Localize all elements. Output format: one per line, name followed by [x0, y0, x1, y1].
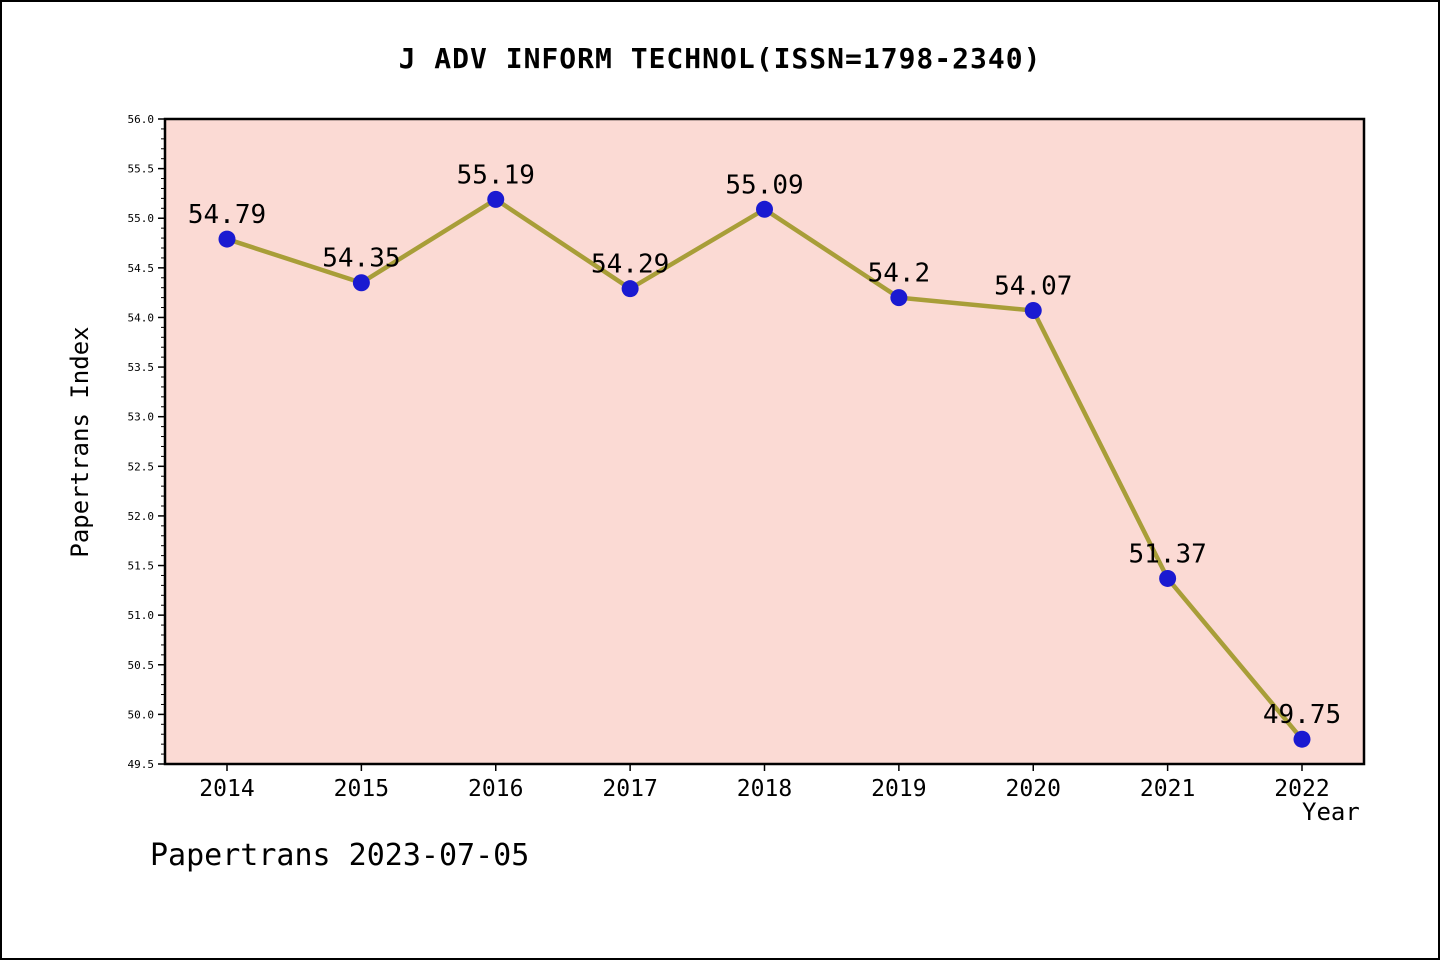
x-tick-label: 2014	[199, 776, 254, 802]
data-point-label: 54.29	[591, 250, 669, 280]
data-point-label: 49.75	[1263, 700, 1341, 730]
data-point-label: 55.19	[457, 160, 535, 190]
data-point	[352, 274, 370, 292]
data-point-label: 54.35	[322, 244, 400, 274]
y-tick-label: 55.0	[128, 212, 155, 225]
x-tick-label: 2019	[871, 776, 926, 802]
data-point	[1159, 569, 1177, 587]
data-point-label: 54.79	[188, 200, 266, 230]
axis-box	[163, 117, 1366, 766]
x-axis-label: Year	[1302, 798, 1360, 826]
data-point	[756, 200, 773, 218]
x-tick-label: 2016	[468, 776, 523, 802]
y-tick-label: 51.0	[128, 609, 155, 622]
y-tick-label: 53.5	[128, 361, 155, 374]
y-tick-label: 50.0	[128, 708, 155, 721]
y-tick-label: 54.0	[128, 311, 155, 324]
y-tick-label: 52.5	[128, 460, 155, 473]
y-tick-label: 54.5	[128, 262, 155, 275]
data-point	[218, 230, 236, 248]
data-point	[890, 289, 908, 307]
y-tick-label: 53.0	[128, 411, 155, 424]
data-point	[1293, 730, 1311, 748]
data-point-label: 51.37	[1128, 539, 1206, 569]
y-tick-label: 56.0	[128, 113, 155, 126]
data-point	[621, 280, 639, 298]
y-tick-label: 55.5	[128, 163, 155, 176]
x-tick-label: 2022	[1274, 776, 1329, 802]
data-point-label: 55.09	[725, 170, 803, 200]
footer-watermark: Papertrans 2023-07-05	[150, 838, 530, 873]
x-tick-label: 2020	[1006, 776, 1061, 802]
y-axis-label: Papertrans Index	[66, 326, 94, 558]
data-point-label: 54.07	[994, 272, 1072, 302]
x-tick-label: 2015	[334, 776, 389, 802]
y-tick-label: 50.5	[128, 659, 155, 672]
data-point	[1024, 302, 1042, 320]
y-tick-label: 49.5	[128, 758, 155, 771]
y-tick-label: 52.0	[128, 510, 155, 523]
plot-background	[165, 119, 1364, 764]
data-point-label: 54.2	[868, 259, 931, 289]
y-tick-label: 51.5	[128, 560, 155, 573]
x-tick-label: 2017	[602, 776, 657, 802]
chart-title: J ADV INFORM TECHNOL(ISSN=1798-2340)	[398, 42, 1042, 75]
x-tick-label: 2018	[737, 776, 792, 802]
data-point	[487, 190, 505, 208]
x-tick-label: 2021	[1140, 776, 1195, 802]
